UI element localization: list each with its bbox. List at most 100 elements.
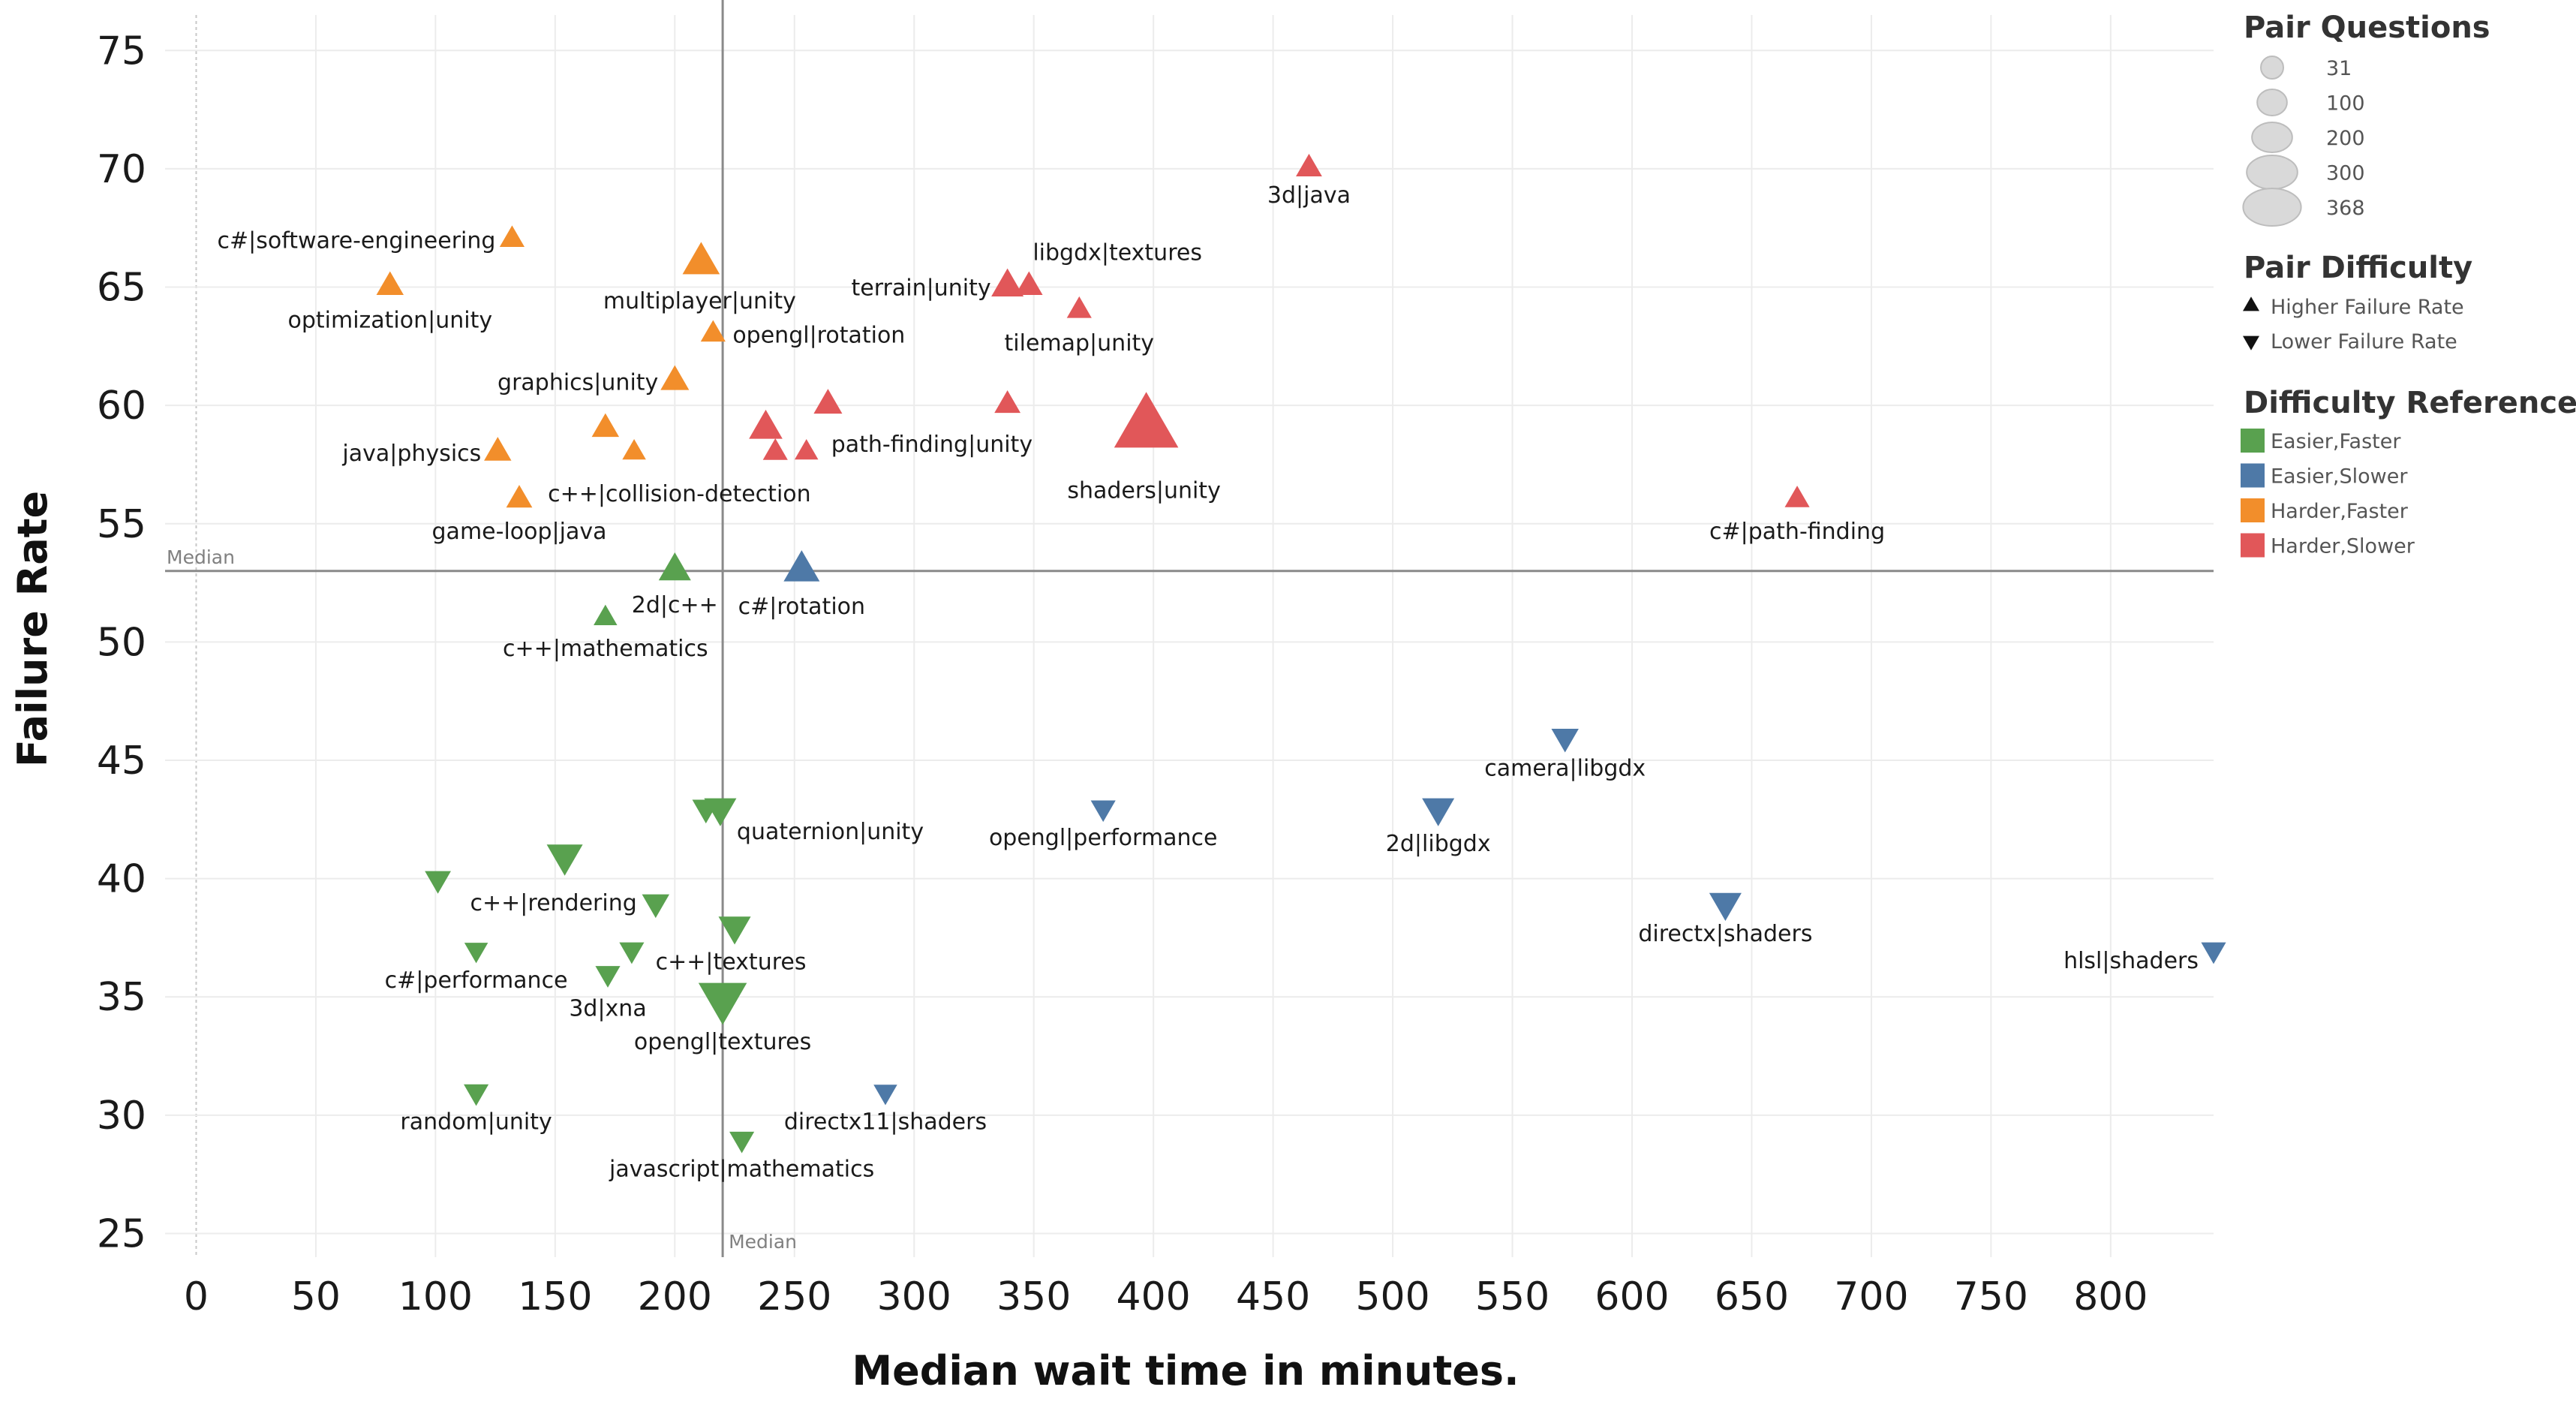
point-label: c++|collision-detection <box>548 481 811 507</box>
y-tick-label: 40 <box>97 857 146 902</box>
point-label: opengl|performance <box>989 825 1217 851</box>
data-point <box>700 320 726 342</box>
point-label: random|unity <box>400 1109 552 1135</box>
triangle-up-icon <box>2243 296 2259 311</box>
data-point <box>464 1084 489 1106</box>
point-label: 3d|java <box>1267 182 1351 209</box>
data-point <box>813 389 843 414</box>
y-tick-label: 50 <box>97 620 146 665</box>
legend-title-color: Difficulty References <box>2244 386 2576 420</box>
x-tick-label: 350 <box>996 1274 1071 1319</box>
y-axis-title: Failure Rate <box>9 491 56 767</box>
point-label: quaternion|unity <box>737 819 924 845</box>
data-point <box>546 844 583 876</box>
point-label: opengl|rotation <box>732 323 905 349</box>
data-point <box>425 871 451 894</box>
x-axis-title: Median wait time in minutes. <box>852 1347 1519 1394</box>
median-lines: Median Median <box>165 0 2214 1257</box>
point-label: 3d|xna <box>569 996 646 1022</box>
median-label-horizontal: Median <box>167 546 235 568</box>
data-point <box>1784 486 1810 507</box>
legend-color-swatch <box>2241 498 2265 522</box>
median-label-vertical: Median <box>729 1231 797 1253</box>
triangle-down-icon <box>2243 335 2259 350</box>
data-point <box>2201 942 2226 964</box>
legend-size-label: 368 <box>2326 197 2365 220</box>
x-tick-label: 300 <box>877 1274 951 1319</box>
data-point <box>762 438 788 460</box>
data-point <box>1296 153 1322 176</box>
legend-size-label: 31 <box>2326 57 2352 80</box>
point-label: game-loop|java <box>432 519 607 545</box>
legend-size-marker <box>2251 122 2293 153</box>
legend-size-marker <box>2242 188 2302 227</box>
point-label: c#|performance <box>385 967 568 994</box>
point-label: optimization|unity <box>287 308 492 334</box>
y-tick-label: 55 <box>97 502 146 547</box>
point-label: directx|shaders <box>1638 921 1812 947</box>
y-tick-label: 70 <box>97 147 146 192</box>
x-tick-label: 450 <box>1236 1274 1310 1319</box>
point-label: 2d|libgdx <box>1386 831 1491 857</box>
data-point <box>660 365 690 390</box>
x-tick-label: 150 <box>518 1274 592 1319</box>
data-point <box>1709 892 1742 921</box>
legend: Pair Questions 31 100 200 300 368 Pair Difficu… <box>2241 11 2576 558</box>
data-point <box>642 894 670 919</box>
legend-color-swatch <box>2241 463 2265 488</box>
y-tick-label: 45 <box>97 739 146 784</box>
point-label: opengl|textures <box>634 1029 811 1055</box>
point-label: camera|libgdx <box>1484 755 1646 781</box>
point-label: tilemap|unity <box>1005 330 1155 357</box>
legend-size-label: 300 <box>2326 162 2365 185</box>
data-point <box>994 390 1021 414</box>
data-points <box>376 153 2226 1154</box>
x-tick-label: 550 <box>1475 1274 1550 1319</box>
x-tick-label: 800 <box>2073 1274 2148 1319</box>
legend-size-marker <box>2256 89 2288 116</box>
point-labels: 3d|java c#|software-engineering libgdx|tex… <box>218 182 2199 1182</box>
axis-ticks: 0 50 100 150 200 250 300 350 400 450 500 550 600 650 7… <box>97 29 2148 1319</box>
data-point <box>991 268 1024 296</box>
x-tick-label: 100 <box>398 1274 473 1319</box>
data-point <box>658 552 691 581</box>
data-point <box>682 242 720 275</box>
y-tick-label: 75 <box>97 29 146 74</box>
x-tick-label: 700 <box>1834 1274 1908 1319</box>
x-tick-label: 250 <box>757 1274 831 1319</box>
x-tick-label: 500 <box>1355 1274 1429 1319</box>
point-label: c#|path-finding <box>1709 519 1885 545</box>
legend-shape-label: Higher Failure Rate <box>2271 296 2464 319</box>
point-label: hlsl|shaders <box>2064 948 2199 974</box>
legend-color-label: Easier,Faster <box>2271 430 2401 453</box>
legend-size-marker <box>2260 56 2284 80</box>
data-point <box>1015 271 1043 296</box>
data-point <box>591 413 620 438</box>
data-point <box>619 942 645 964</box>
legend-size-label: 100 <box>2326 92 2365 116</box>
data-point <box>749 409 783 439</box>
legend-color-label: Harder,Slower <box>2271 535 2415 558</box>
legend-color-swatch <box>2241 429 2265 453</box>
legend-color-swatch <box>2241 533 2265 558</box>
x-tick-label: 200 <box>638 1274 712 1319</box>
data-point <box>794 439 819 460</box>
legend-title-size: Pair Questions <box>2244 11 2490 45</box>
data-point <box>594 604 618 625</box>
legend-color-label: Harder,Faster <box>2271 500 2409 523</box>
point-label: path-finding|unity <box>831 432 1033 458</box>
data-point <box>1090 800 1116 823</box>
point-label: javascript|mathematics <box>609 1156 874 1182</box>
data-point <box>1551 728 1579 753</box>
x-tick-label: 650 <box>1715 1274 1789 1319</box>
data-point <box>729 1131 755 1154</box>
legend-size-marker <box>2246 155 2298 190</box>
point-label: libgdx|textures <box>1033 240 1202 266</box>
x-tick-label: 400 <box>1117 1274 1191 1319</box>
point-label: c#|software-engineering <box>218 227 496 254</box>
point-label: terrain|unity <box>852 275 991 302</box>
point-label: java|physics <box>341 441 481 467</box>
point-label: 2d|c++ <box>632 592 718 618</box>
data-point <box>692 799 720 824</box>
y-tick-label: 60 <box>97 384 146 429</box>
